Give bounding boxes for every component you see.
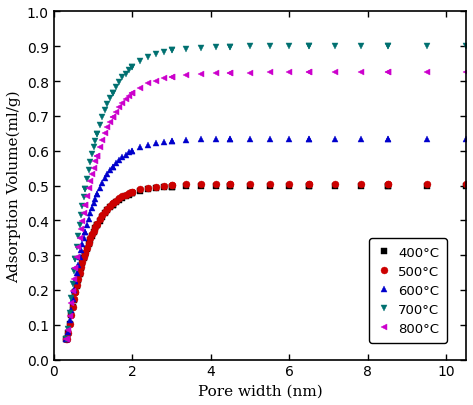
700°C [63, 337, 69, 341]
400°C [126, 193, 132, 198]
600°C [63, 337, 69, 341]
500°C [126, 191, 132, 196]
Line: 500°C: 500°C [62, 181, 470, 342]
700°C [113, 85, 119, 90]
800°C [287, 71, 292, 76]
Y-axis label: Adsorption Volume(ml/g): Adsorption Volume(ml/g) [7, 90, 21, 282]
400°C [287, 183, 292, 188]
700°C [78, 213, 84, 218]
X-axis label: Pore width (nm): Pore width (nm) [198, 384, 322, 398]
600°C [113, 161, 119, 166]
500°C [63, 337, 69, 341]
400°C [81, 256, 87, 261]
500°C [81, 255, 87, 260]
800°C [63, 337, 69, 341]
700°C [126, 68, 132, 73]
700°C [81, 195, 87, 200]
Line: 600°C: 600°C [62, 136, 470, 342]
400°C [91, 230, 96, 235]
Line: 700°C: 700°C [62, 44, 470, 342]
Line: 400°C: 400°C [62, 183, 470, 342]
800°C [126, 94, 132, 99]
400°C [63, 337, 69, 341]
400°C [463, 183, 469, 188]
500°C [78, 265, 84, 270]
500°C [113, 199, 119, 204]
400°C [78, 266, 84, 271]
700°C [287, 45, 292, 49]
500°C [463, 182, 469, 187]
Legend: 400°C, 500°C, 600°C, 700°C, 800°C: 400°C, 500°C, 600°C, 700°C, 800°C [369, 239, 447, 343]
500°C [287, 182, 292, 187]
800°C [81, 211, 87, 215]
600°C [463, 137, 469, 142]
700°C [463, 45, 469, 49]
600°C [81, 236, 87, 241]
700°C [91, 145, 96, 150]
500°C [91, 229, 96, 234]
600°C [126, 151, 132, 156]
600°C [91, 201, 96, 206]
600°C [78, 248, 84, 253]
400°C [113, 200, 119, 205]
800°C [113, 110, 119, 115]
800°C [78, 227, 84, 232]
800°C [463, 71, 469, 76]
800°C [91, 166, 96, 171]
600°C [287, 137, 292, 142]
Line: 800°C: 800°C [62, 70, 470, 342]
